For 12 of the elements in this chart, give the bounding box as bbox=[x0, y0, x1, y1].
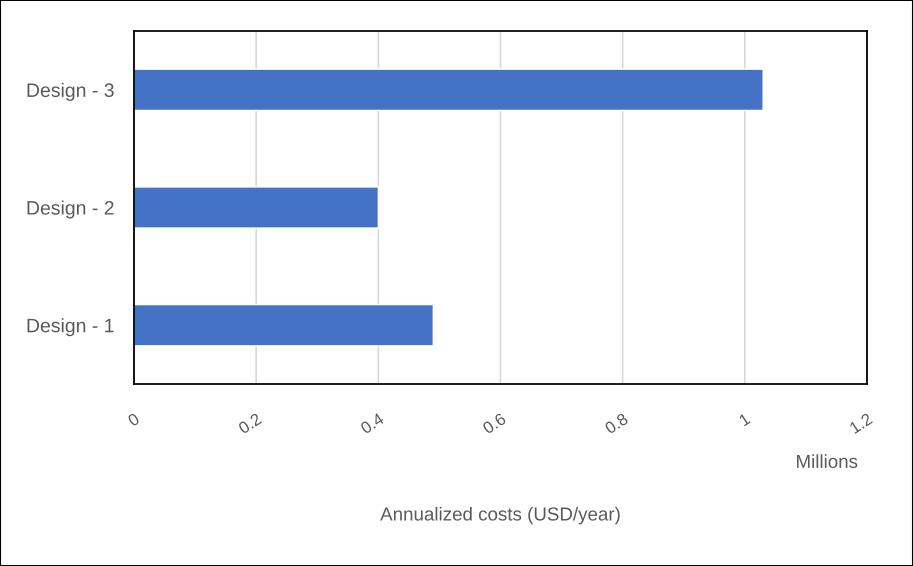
x-tick-label: 0.2 bbox=[238, 412, 262, 434]
x-tick-label: 1 bbox=[738, 412, 751, 426]
x-tick-label: 0.4 bbox=[360, 412, 385, 434]
y-tick-label: Design - 3 bbox=[28, 82, 114, 101]
x-tick-label: 0.6 bbox=[482, 412, 507, 434]
text: Millions bbox=[797, 454, 858, 468]
y-tick-label: Design - 2 bbox=[28, 200, 114, 219]
x-axis-title: Annualized costs (USD/year) bbox=[380, 506, 620, 524]
x-tick-label: 0.8 bbox=[604, 412, 629, 434]
x-tick-label: 0 bbox=[127, 412, 140, 427]
x-tick-label: 1.2 bbox=[848, 412, 873, 434]
y-tick-label: Design - 1 bbox=[28, 318, 114, 336]
